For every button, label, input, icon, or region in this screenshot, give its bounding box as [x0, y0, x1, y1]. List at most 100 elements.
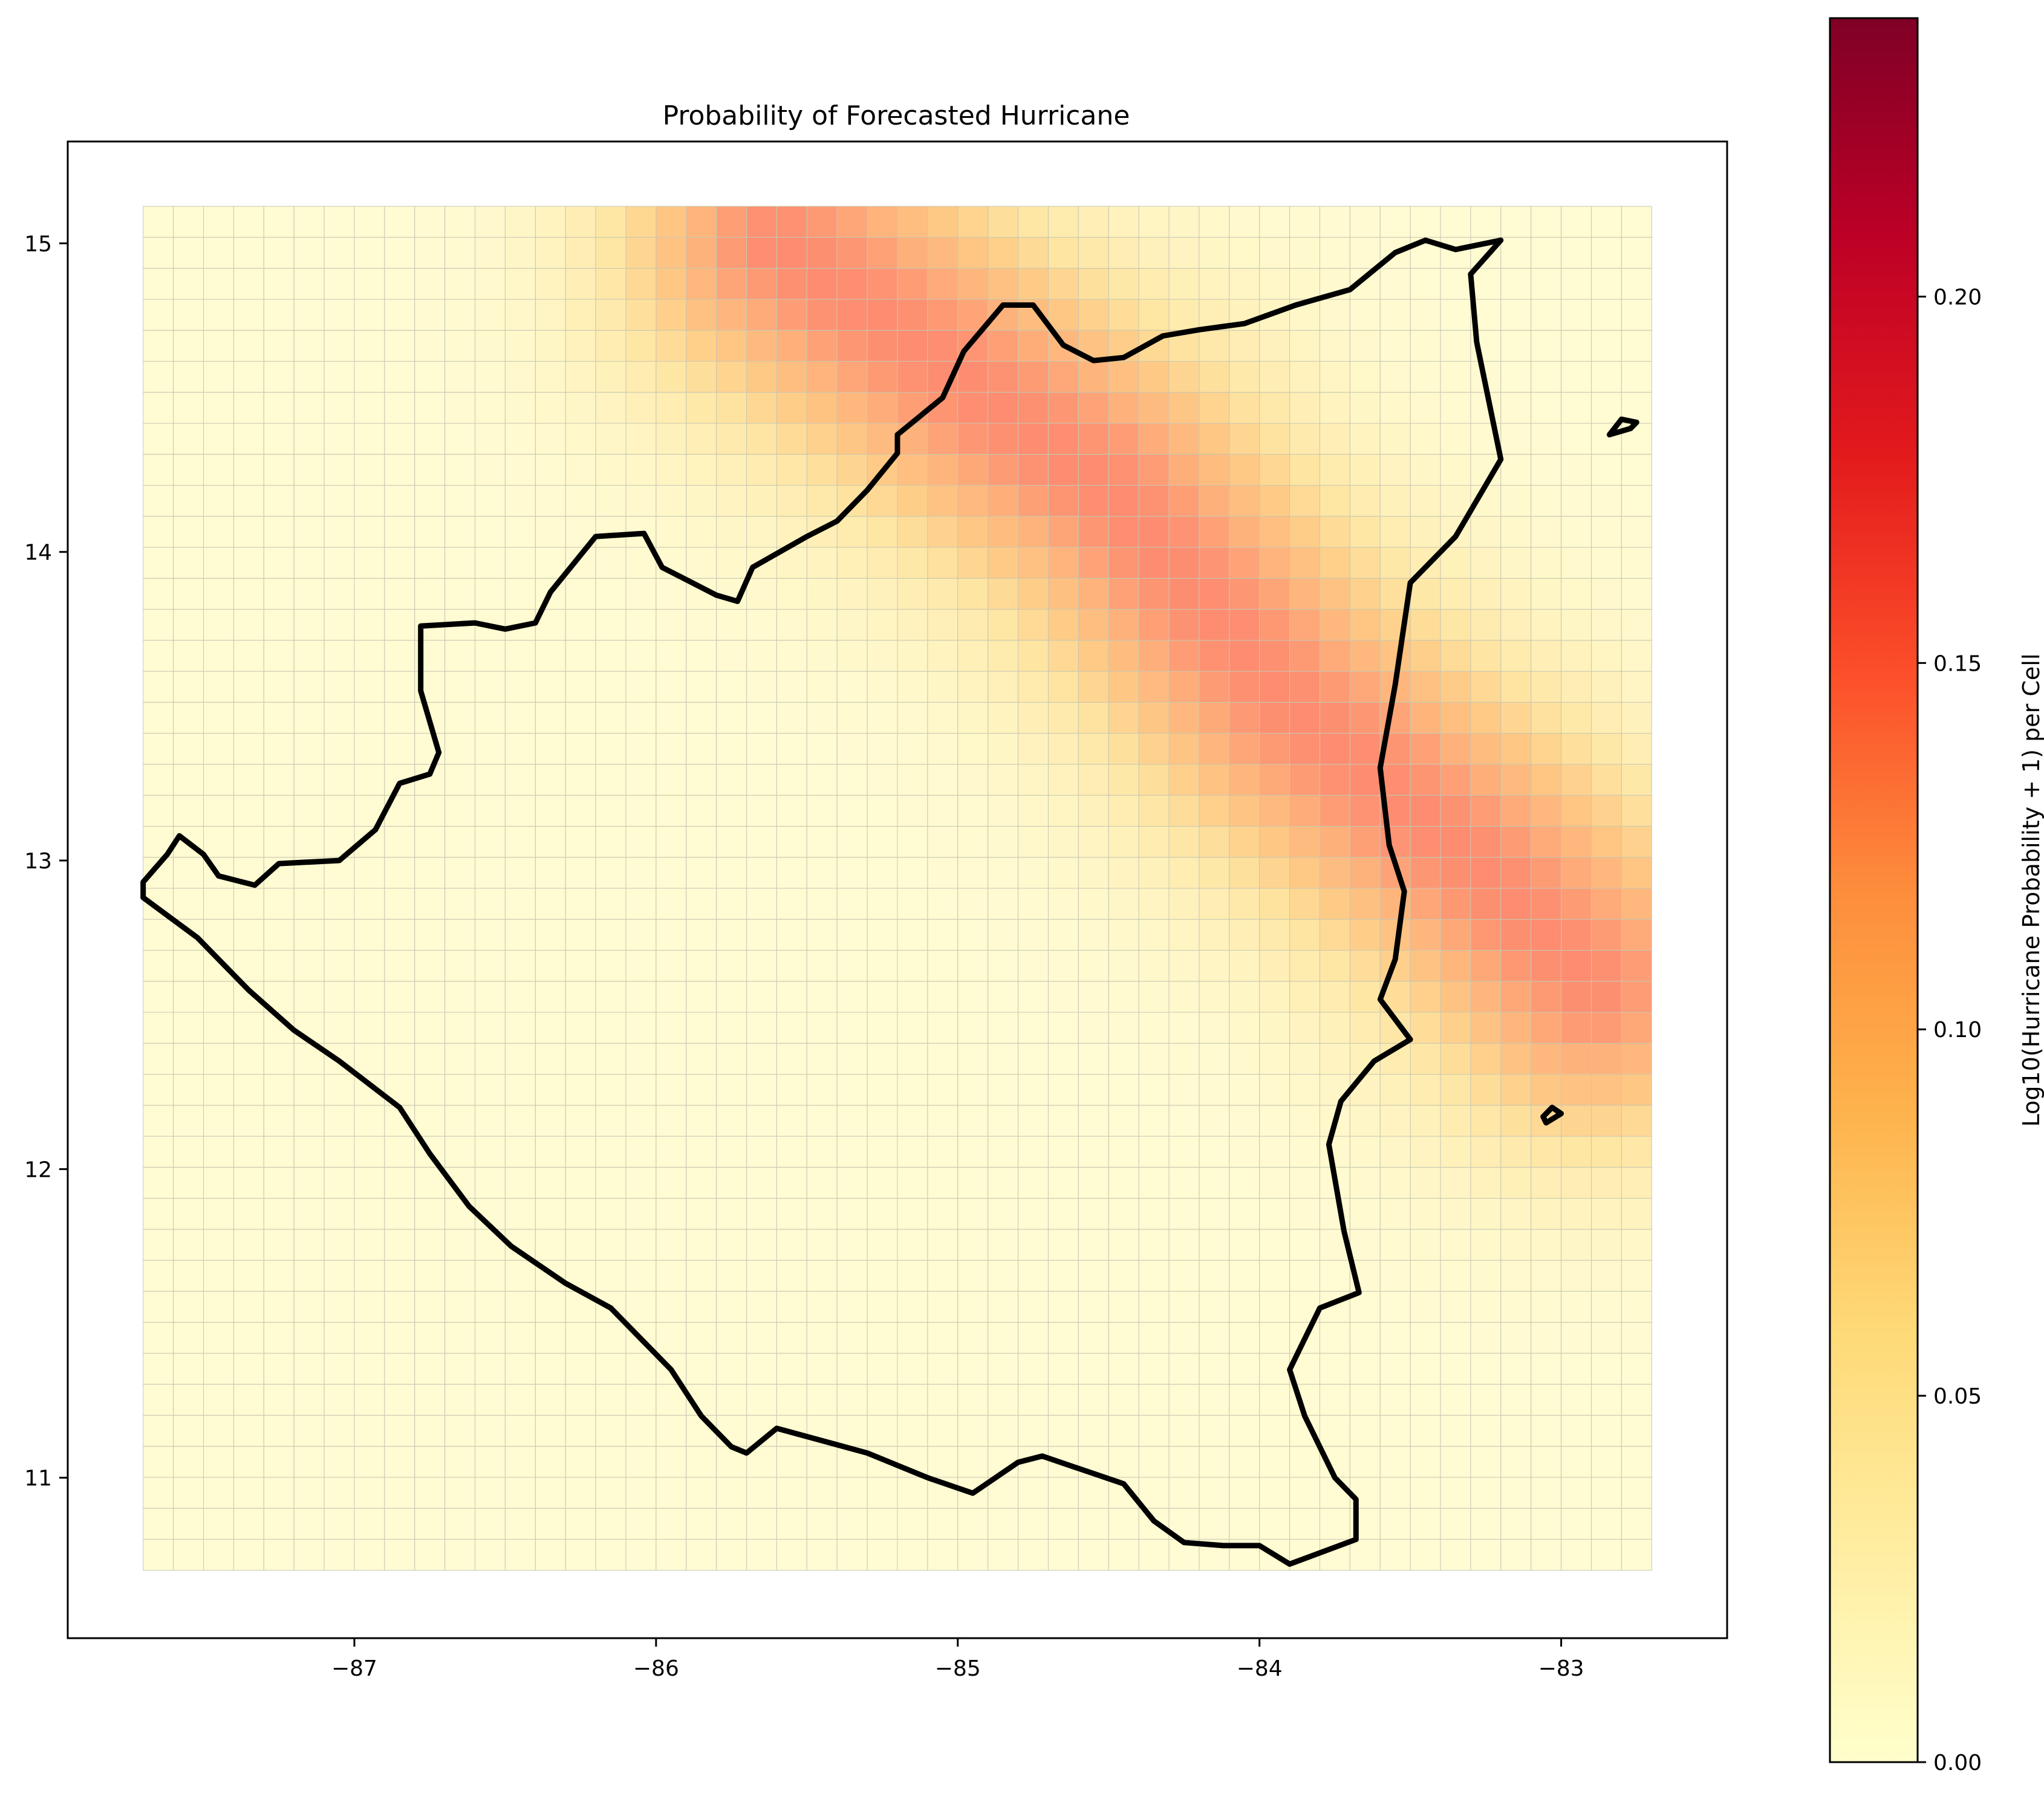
- heatmap-cell: [1410, 485, 1441, 517]
- heatmap-cell: [1561, 888, 1592, 920]
- heatmap-cell: [354, 671, 385, 703]
- heatmap-cell: [806, 1446, 838, 1478]
- heatmap-cell: [1229, 1105, 1260, 1137]
- heatmap-cell: [1470, 919, 1502, 951]
- heatmap-cell: [1108, 1446, 1139, 1478]
- heatmap-cell: [806, 1322, 838, 1354]
- heatmap-cell: [1410, 1508, 1441, 1540]
- heatmap-cell: [504, 1074, 536, 1106]
- heatmap-cell: [143, 640, 174, 672]
- heatmap-cell: [384, 1353, 415, 1385]
- heatmap-cell: [143, 1508, 174, 1540]
- heatmap-cell: [203, 1260, 234, 1292]
- heatmap-cell: [836, 1105, 868, 1137]
- heatmap-cell: [656, 888, 687, 920]
- heatmap-cell: [1410, 1414, 1441, 1447]
- heatmap-cell: [1319, 360, 1350, 393]
- heatmap-cell: [384, 423, 415, 455]
- heatmap-cell: [1621, 1290, 1652, 1323]
- heatmap-cell: [203, 609, 234, 641]
- heatmap-cell: [1561, 360, 1592, 393]
- heatmap-cell: [1379, 360, 1411, 393]
- heatmap-cell: [1138, 857, 1170, 889]
- heatmap-cell: [1168, 1043, 1200, 1075]
- heatmap-cell: [686, 919, 717, 951]
- heatmap-cell: [535, 981, 566, 1013]
- heatmap-cell: [867, 485, 898, 517]
- heatmap-cell: [1199, 701, 1230, 734]
- heatmap-cell: [143, 547, 174, 579]
- heatmap-cell: [1018, 1322, 1049, 1354]
- heatmap-cell: [927, 547, 959, 579]
- heatmap-cell: [565, 795, 596, 827]
- heatmap-cell: [867, 1290, 898, 1323]
- heatmap-cell: [656, 485, 687, 517]
- heatmap-cell: [293, 1074, 325, 1106]
- heatmap-cell: [776, 454, 807, 486]
- heatmap-cell: [625, 1043, 657, 1075]
- heatmap-cell: [897, 268, 928, 300]
- heatmap-cell: [535, 1198, 566, 1230]
- heatmap-cell: [384, 1322, 415, 1354]
- heatmap-cell: [746, 423, 777, 455]
- heatmap-cell: [293, 454, 325, 486]
- heatmap-cell: [263, 516, 295, 548]
- heatmap-cell: [776, 1477, 807, 1509]
- colorbar-ticks: 0.000.050.100.150.20: [1918, 285, 1982, 1775]
- heatmap-cell: [384, 671, 415, 703]
- heatmap-cell: [988, 609, 1019, 641]
- heatmap-cell: [1108, 609, 1139, 641]
- heatmap-cell: [1259, 547, 1291, 579]
- heatmap-cell: [384, 268, 415, 300]
- heatmap-cell: [1289, 454, 1320, 486]
- heatmap-cell: [535, 268, 566, 300]
- x-axis: −87 −86 −85 −84 −83: [331, 1638, 1584, 1681]
- heatmap-cell: [746, 516, 777, 548]
- heatmap-cell: [324, 1322, 355, 1354]
- heatmap-cell: [1018, 516, 1049, 548]
- heatmap-cell: [867, 1477, 898, 1509]
- heatmap-cell: [293, 1229, 325, 1261]
- heatmap-cell: [444, 888, 476, 920]
- heatmap-cell: [686, 888, 717, 920]
- heatmap-cell: [806, 268, 838, 300]
- heatmap-cell: [836, 1136, 868, 1168]
- heatmap-cell: [444, 1414, 476, 1447]
- heatmap-cell: [444, 485, 476, 517]
- heatmap-cell: [1168, 609, 1200, 641]
- heatmap-cell: [746, 1198, 777, 1230]
- heatmap-cell: [988, 640, 1019, 672]
- heatmap-cell: [1168, 857, 1200, 889]
- heatmap-cell: [565, 1043, 596, 1075]
- heatmap-cell: [324, 1290, 355, 1323]
- heatmap-cell: [1199, 1414, 1230, 1447]
- heatmap-cell: [263, 1043, 295, 1075]
- heatmap-cell: [1379, 1538, 1411, 1571]
- heatmap-cell: [263, 1322, 295, 1354]
- heatmap-cell: [143, 1105, 174, 1137]
- heatmap-cell: [1621, 1508, 1652, 1540]
- heatmap-cell: [716, 1322, 747, 1354]
- heatmap-cell: [836, 360, 868, 393]
- heatmap-cell: [1621, 701, 1652, 734]
- heatmap-cell: [746, 1074, 777, 1106]
- heatmap-cell: [1108, 1074, 1139, 1106]
- heatmap-cell: [716, 795, 747, 827]
- heatmap-cell: [203, 640, 234, 672]
- heatmap-cell: [806, 236, 838, 269]
- heatmap-cell: [1470, 1012, 1502, 1044]
- heatmap-cell: [1078, 701, 1109, 734]
- heatmap-cell: [504, 1260, 536, 1292]
- heatmap-cell: [867, 1229, 898, 1261]
- heatmap-cell: [897, 485, 928, 517]
- heatmap-cell: [656, 578, 687, 610]
- heatmap-cell: [324, 609, 355, 641]
- heatmap-cell: [927, 1229, 959, 1261]
- heatmap-cell: [1561, 1446, 1592, 1478]
- heatmap-cell: [716, 857, 747, 889]
- heatmap-cell: [836, 392, 868, 424]
- heatmap-cell: [806, 485, 838, 517]
- heatmap-cell: [1229, 1043, 1260, 1075]
- heatmap-cell: [324, 981, 355, 1013]
- heatmap-cell: [927, 1446, 959, 1478]
